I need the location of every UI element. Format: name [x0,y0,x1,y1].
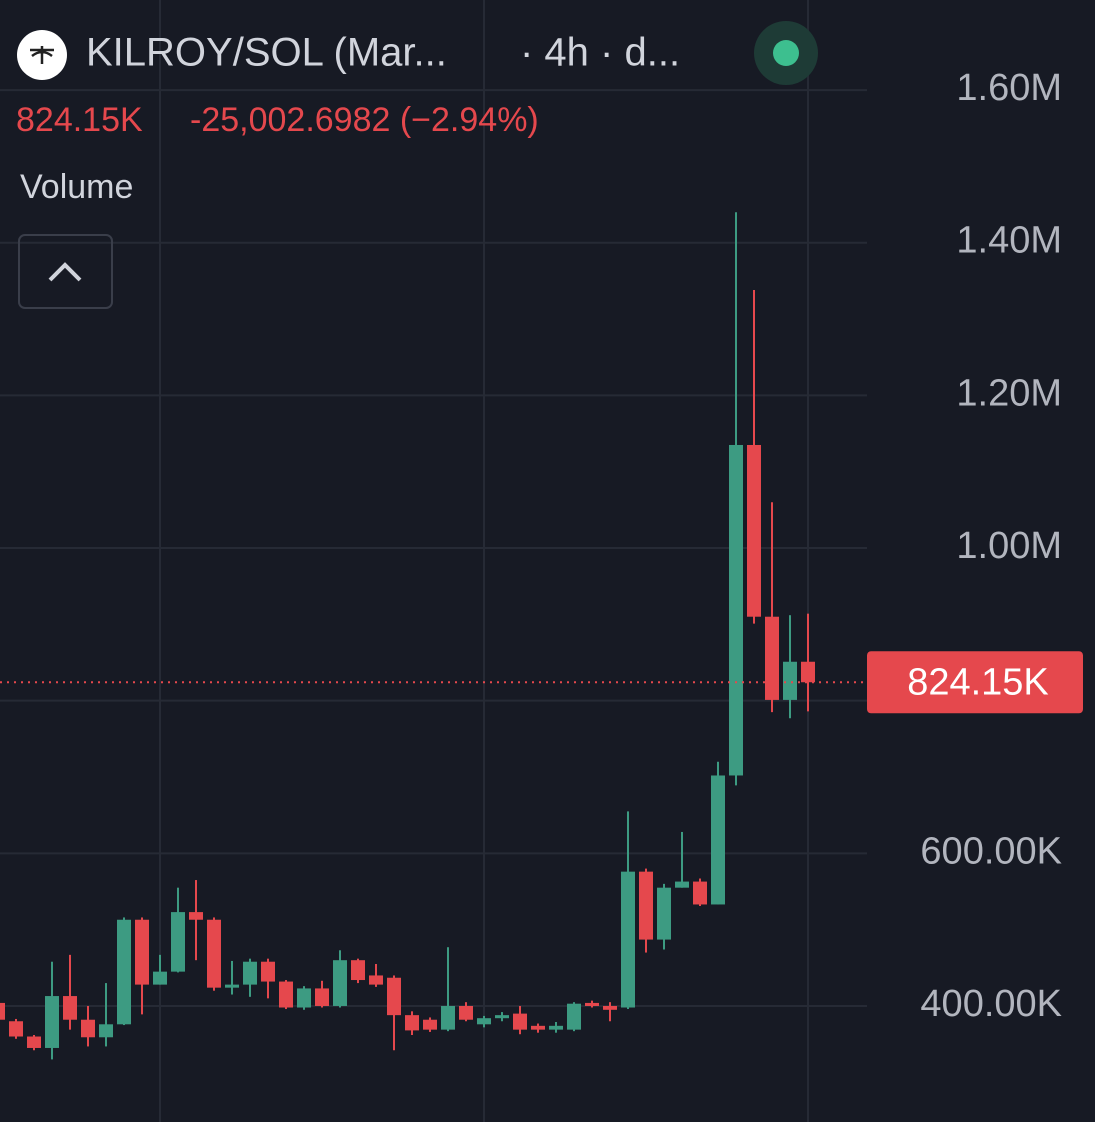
candle-body [315,988,329,1006]
header-change: -25,002.6982 (−2.94%) [190,101,539,139]
candle-body [99,1024,113,1038]
y-axis: 400.00K600.00K800.00K1.00M1.20M1.40M1.60… [867,67,1083,1025]
candle-body [207,919,221,988]
candle-body [621,871,635,1008]
candle-body [711,775,725,905]
candle-body [9,1021,23,1037]
candle-body [441,1005,455,1030]
candle-body [27,1036,41,1048]
candle-body [729,444,743,776]
candle-body [765,616,779,700]
chevron-up [48,262,82,282]
candle-body [333,960,347,1006]
last-price-label: 824.15K [907,661,1049,703]
candle-body [171,912,185,972]
candle-body [513,1013,527,1030]
symbol: KILROY/SOL (Mar... [86,31,447,75]
candle-body [549,1025,563,1030]
candle-body [603,1005,617,1010]
candle-body [189,912,203,920]
candle-body [459,1005,473,1020]
candle-body [657,887,671,940]
candle-body [675,881,689,888]
candle-body [477,1018,491,1025]
candle-body [423,1019,437,1030]
candle-body [243,961,257,985]
candle-body [117,919,131,1025]
grid [0,0,867,1122]
y-tick-label: 600.00K [920,830,1062,872]
collapse-button[interactable] [18,234,113,309]
y-tick-label: 1.60M [956,67,1062,109]
y-tick-label: 1.40M [956,220,1062,262]
candle-body [63,996,77,1020]
plot [0,212,867,1060]
y-tick-label: 1.20M [956,372,1062,414]
last-price-tag [867,651,1083,714]
indicator-label: Volume [20,168,133,206]
y-tick-label: 1.00M [956,525,1062,567]
candle-body [783,661,797,700]
candle-body [261,961,275,982]
candle-body [279,981,293,1008]
candle-body [135,919,149,985]
candle-body [351,960,365,981]
candle-body [639,871,653,940]
candle-body [153,971,167,985]
candle-body [45,996,59,1048]
candle-body [0,1002,5,1020]
y-tick-label: 400.00K [920,983,1062,1025]
candle-body [387,977,401,1016]
candle-body [747,444,761,617]
candle-body [567,1003,581,1030]
candle-body [801,661,815,683]
candle-body [297,988,311,1008]
logo-glyph [30,46,54,64]
candle-body [225,984,239,988]
candle-body [693,881,707,905]
header-price: 824.15K [16,101,143,139]
status-dot [773,40,799,66]
interval: · 4h · d... [520,31,680,75]
candle-body [405,1015,419,1031]
candle-body [369,975,383,985]
candle-body [585,1002,599,1006]
candle-body [531,1025,545,1030]
candle-body [495,1015,509,1019]
candle-body [81,1019,95,1038]
